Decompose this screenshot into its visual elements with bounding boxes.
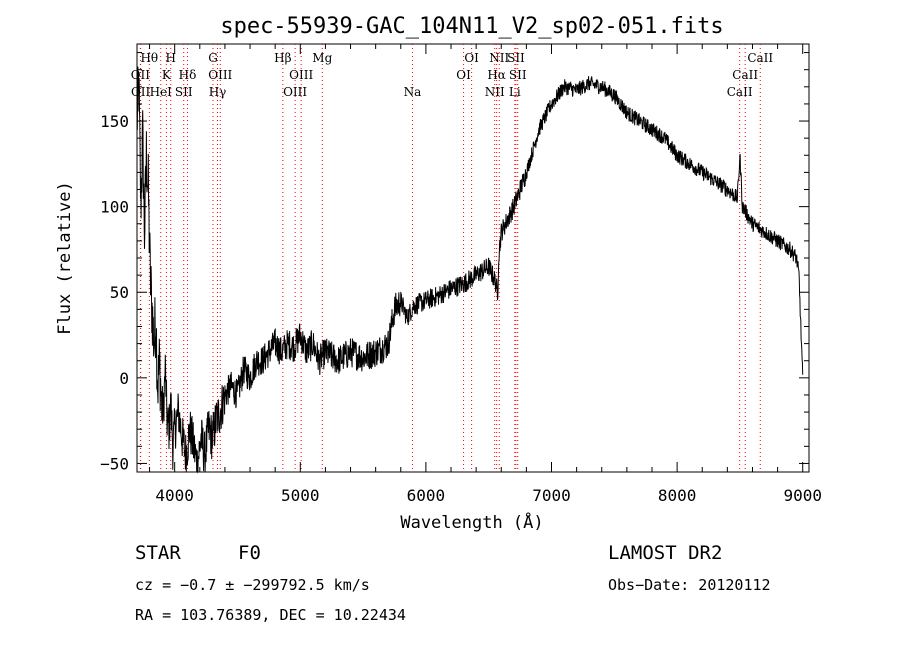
x-tick-label: 4000: [155, 486, 194, 505]
y-axis-label: Flux (relative): [55, 181, 75, 335]
line-label: CaII: [732, 68, 758, 82]
redshift-line: cz = −0.7 ± −299792.5 km/s: [135, 576, 370, 594]
spectral-line-labels: Hθ OII OII HK HeI Hδ SII G OIII Hγ Hβ OIII OIII Mg Na O…: [131, 51, 774, 99]
x-tick-label: 9000: [783, 486, 822, 505]
line-label: OIII: [289, 68, 313, 82]
line-label: Hδ: [179, 68, 197, 82]
y-tick-label: 150: [100, 112, 129, 131]
line-label: Mg: [312, 51, 332, 65]
object-class: STAR: [135, 542, 181, 564]
x-tick-label: 6000: [407, 486, 446, 505]
line-label: OII: [131, 68, 151, 82]
line-label: OIII: [208, 68, 232, 82]
y-tick-label: 50: [110, 283, 129, 302]
line-label: Hβ: [274, 51, 291, 65]
x-tick-label: 7000: [532, 486, 571, 505]
y-tick-label: 0: [119, 369, 129, 388]
line-label: K: [162, 68, 172, 82]
line-label: Li: [509, 85, 521, 99]
survey-name: LAMOST DR2: [608, 542, 722, 564]
line-label: CaII: [727, 85, 753, 99]
spectral-line-markers: [139, 44, 761, 472]
line-label: OI: [464, 51, 479, 65]
line-label: Hθ: [140, 51, 158, 65]
line-label: G: [208, 51, 218, 65]
line-label: SII: [509, 68, 527, 82]
series-flux: [136, 66, 804, 474]
line-label: Hγ: [209, 85, 227, 99]
line-label: H: [166, 51, 176, 65]
line-label: OI: [456, 68, 471, 82]
line-label: SII: [175, 85, 193, 99]
line-label: NII: [485, 85, 505, 99]
line-label: Na: [404, 85, 422, 99]
x-tick-label: 8000: [658, 486, 697, 505]
line-label: Hα: [487, 68, 506, 82]
x-axis-label: Wavelength (Å): [400, 511, 543, 533]
line-label: OII: [131, 85, 151, 99]
plot-frame: [136, 43, 810, 473]
x-tick-label: 5000: [281, 486, 320, 505]
y-tick-label: −50: [100, 454, 129, 473]
y-axis-ticks: −50 0 50 100 150: [100, 52, 809, 473]
line-label: CaII: [747, 51, 773, 65]
line-label: NII: [489, 51, 509, 65]
line-label: SII: [507, 51, 525, 65]
line-label: OIII: [283, 85, 307, 99]
y-tick-label: 100: [100, 198, 129, 217]
obs-date: Obs−Date: 20120112: [608, 576, 771, 594]
line-label: HeI: [150, 85, 173, 99]
x-axis-ticks: 4000 5000 6000 7000 8000 9000: [149, 44, 822, 505]
coordinates: RA = 103.76389, DEC = 10.22434: [135, 606, 406, 624]
chart-title: spec-55939-GAC_104N11_V2_sp02-051.fits: [220, 14, 723, 39]
subclass: F0: [238, 542, 261, 564]
